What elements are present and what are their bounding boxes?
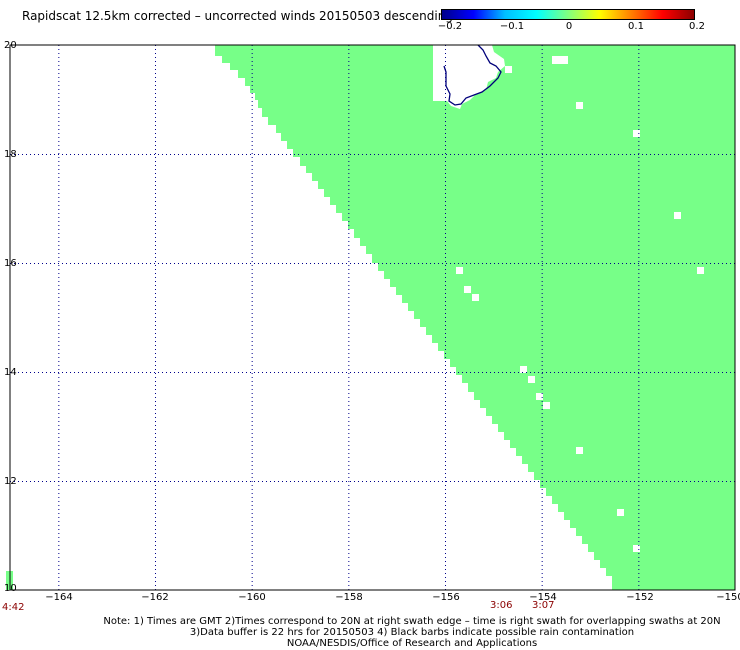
missing-data-cell: [456, 267, 463, 274]
colorbar-label-min: −0.2: [437, 21, 463, 32]
colorbar-label-neg: −0.1: [499, 21, 525, 32]
time-label-2: 3:07: [532, 600, 555, 611]
lon-label-156: −156: [432, 592, 460, 603]
missing-data-cell: [697, 267, 704, 274]
missing-data-cell: [472, 294, 479, 301]
lon-label-152: −152: [626, 592, 654, 603]
time-label-left: 4:42: [2, 602, 25, 613]
lat-label-16: 16: [4, 258, 17, 269]
swath-coverage: [215, 45, 735, 590]
lat-label-12: 12: [4, 476, 17, 487]
colorbar-label-zero: 0: [565, 21, 573, 32]
map-frame: [9, 44, 736, 591]
lat-label-10: 10: [4, 583, 17, 594]
lon-label-162: −162: [141, 592, 169, 603]
lat-label-14: 14: [4, 367, 17, 378]
map-title: Rapidscat 12.5km corrected – uncorrected…: [22, 9, 453, 23]
lon-label-150: −150: [716, 592, 740, 603]
lon-label-160: −160: [238, 592, 266, 603]
wind-map: [6, 44, 736, 591]
missing-data-cell: [617, 509, 624, 516]
missing-data-cell: [576, 447, 583, 454]
colorbar: [441, 9, 695, 20]
note-line-2: 3)Data buffer is 22 hrs for 20150503 4) …: [189, 627, 635, 638]
missing-data-cell: [536, 393, 543, 400]
missing-data-cell: [674, 212, 681, 219]
missing-data-cell: [464, 286, 471, 293]
missing-data-cell: [576, 102, 583, 109]
time-label-1: 3:06: [490, 600, 513, 611]
colorbar-label-pos: 0.1: [628, 21, 644, 32]
lat-label-18: 18: [4, 149, 17, 160]
missing-data-cell: [633, 130, 640, 137]
lon-label-158: −158: [335, 592, 363, 603]
lon-label-164: −164: [45, 592, 73, 603]
note-line-3: NOAA/NESDIS/Office of Research and Appli…: [286, 638, 538, 649]
note-line-1: Note: 1) Times are GMT 2)Times correspon…: [103, 616, 721, 627]
lat-label-20: 20: [4, 40, 17, 51]
hawaii-coastline: [443, 44, 502, 106]
missing-data-cell: [543, 402, 550, 409]
missing-data-cell: [505, 66, 512, 73]
missing-data-cell: [528, 376, 535, 383]
missing-data-cell: [520, 366, 527, 373]
missing-data-cell: [633, 545, 640, 552]
lon-label-154: −154: [529, 592, 557, 603]
missing-data-cell: [552, 56, 568, 64]
island-mask: [433, 45, 505, 109]
colorbar-label-max: 0.2: [689, 21, 705, 32]
